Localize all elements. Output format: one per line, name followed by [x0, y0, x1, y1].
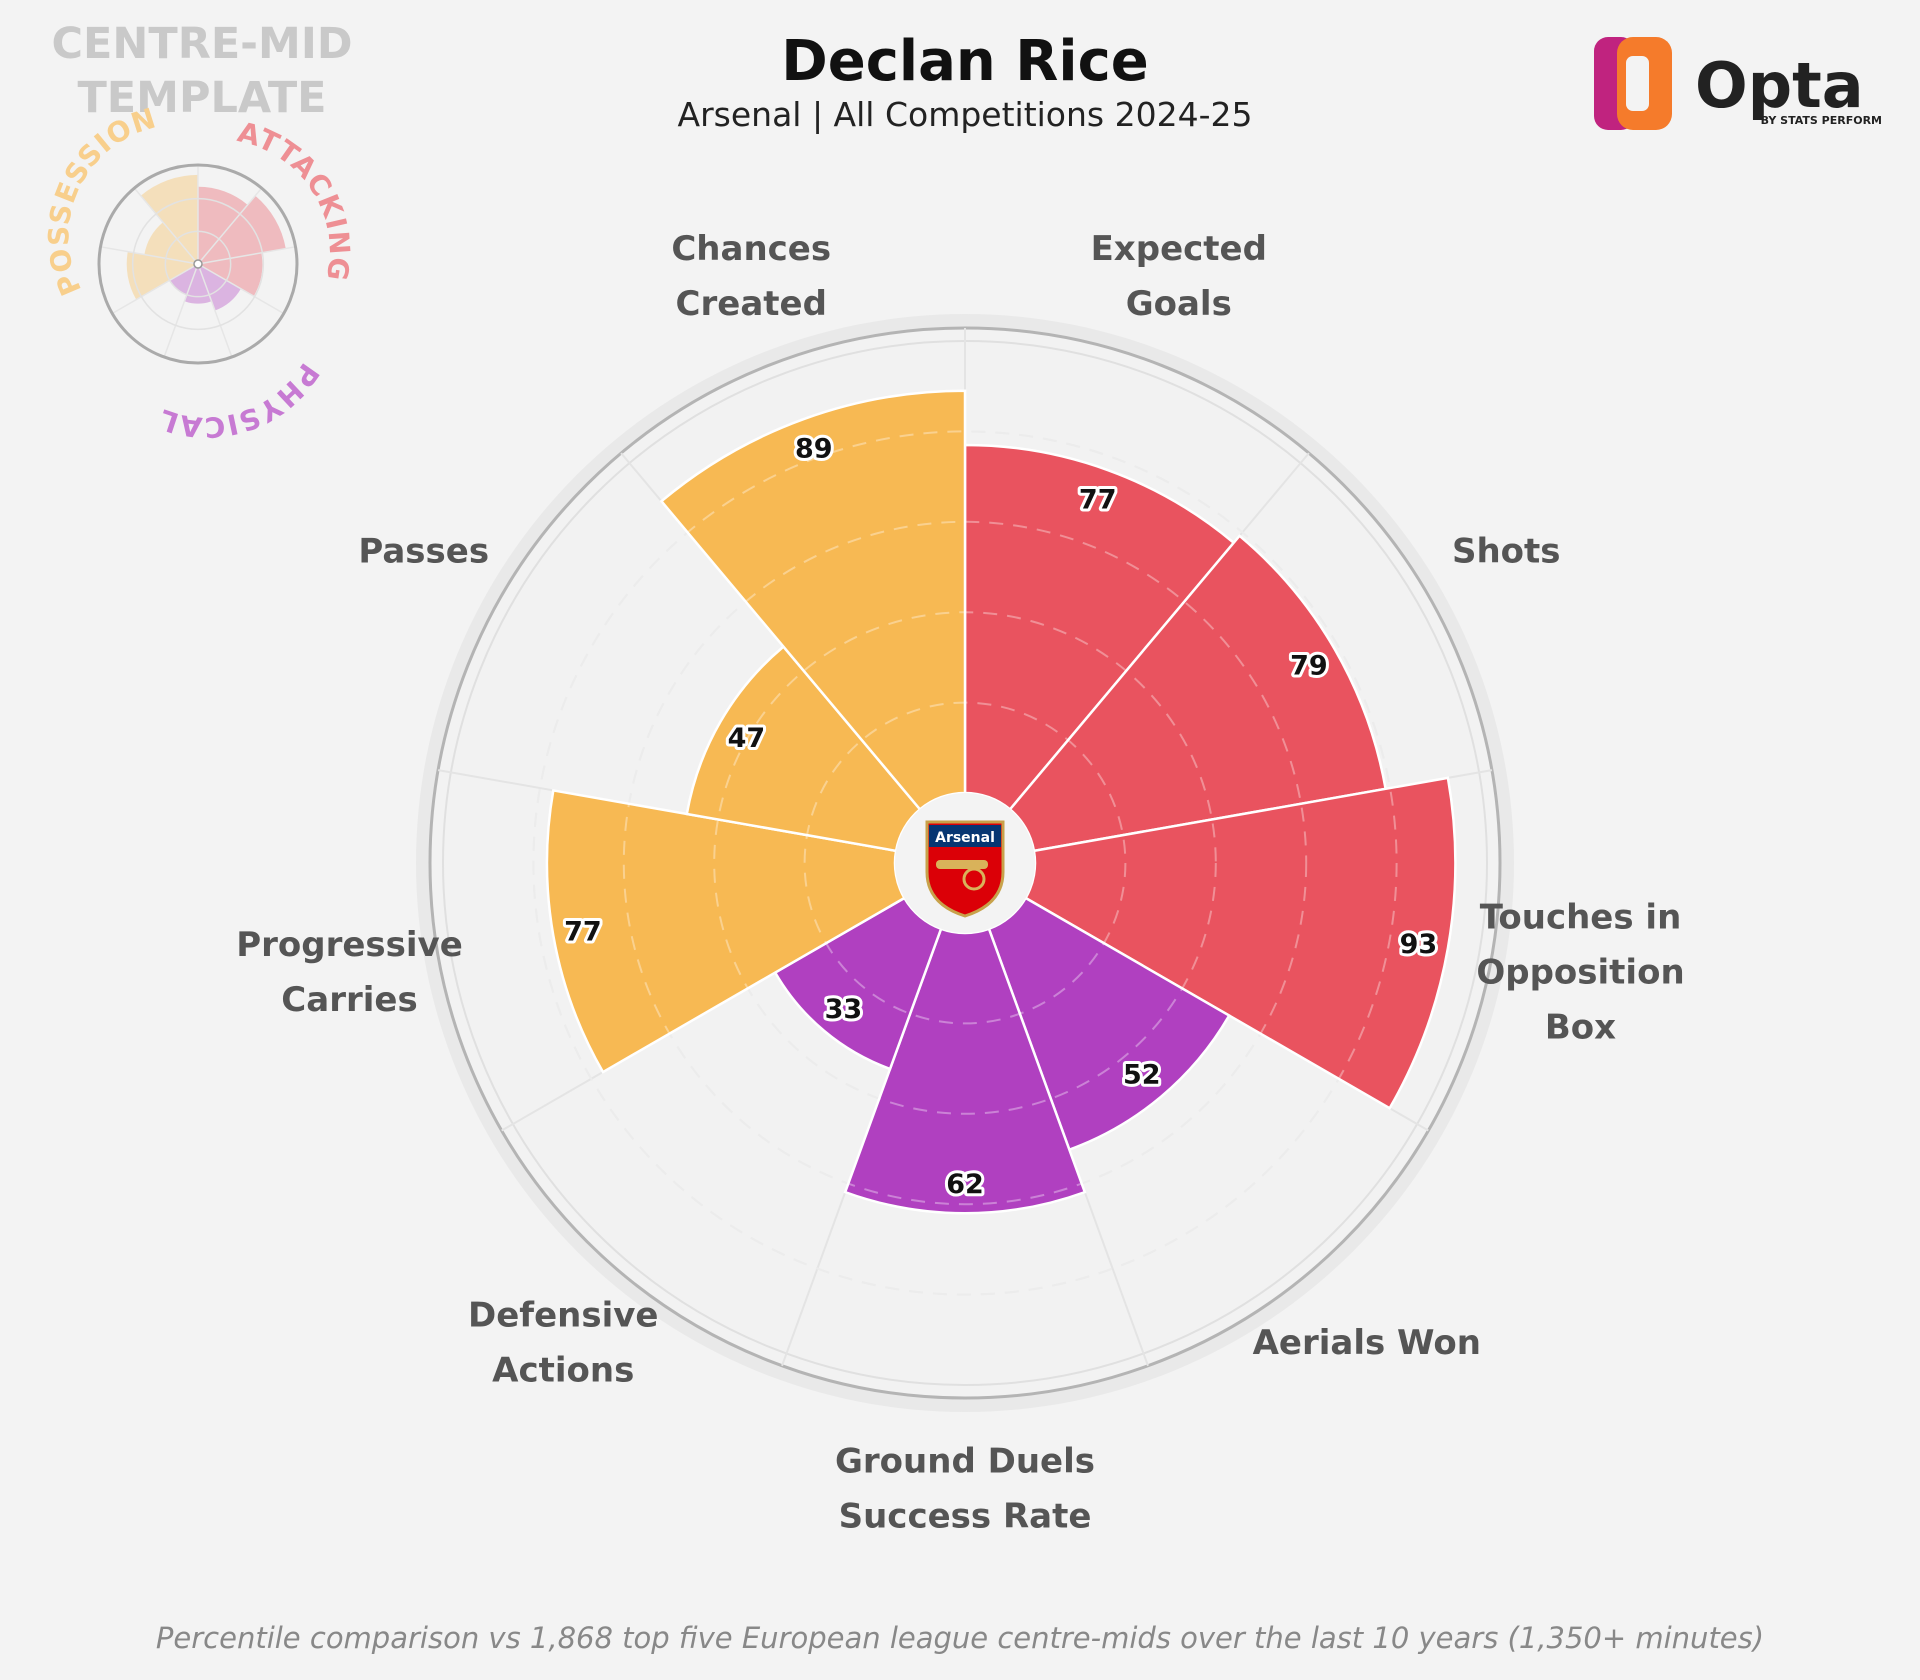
radar-metric-label: Touches in	[1480, 898, 1682, 938]
opta-logo-byline: BY STATS PERFORM	[1761, 114, 1882, 127]
radar-grid-overlay	[532, 430, 1398, 1296]
template-legend-wedge	[169, 264, 198, 295]
radar-value-label: 62	[946, 1169, 984, 1200]
template-legend-wedge	[198, 195, 286, 264]
radar-bars	[545, 389, 1457, 1215]
radar-value-label: 93	[1400, 929, 1438, 960]
template-legend-wedge	[144, 222, 198, 264]
radar-metric-label: Box	[1545, 1008, 1616, 1048]
crest-banner	[929, 825, 1001, 847]
radar-value-labels: 77 79 93 52 62 33 77 47 89	[561, 430, 1440, 1203]
radar-metric-label: Created	[676, 284, 827, 324]
crest-cannon-barrel	[936, 860, 988, 869]
template-legend-ring	[97, 163, 299, 365]
template-legend-wedge	[198, 186, 248, 264]
template-legend-wedge	[198, 252, 263, 297]
template-legend-spoke	[163, 263, 199, 358]
radar-metric-label: Chances	[671, 229, 831, 269]
template-legend-spoke	[197, 246, 296, 265]
radar-value-label: 33	[825, 994, 863, 1025]
radar-metric-label: Expected	[1091, 229, 1267, 269]
radar-metric-label: Actions	[492, 1350, 634, 1390]
template-legend-grid-ring	[131, 197, 265, 331]
template-legend-spoke	[100, 246, 199, 265]
radar-grid-ring-overlay	[713, 611, 1217, 1115]
radar-metric-labels: Expected Goals Shots Touches in Opposition Bo…	[236, 229, 1684, 1536]
radar-value-label: 77	[1079, 484, 1117, 515]
radar-metric-label: Ground Duels	[835, 1442, 1095, 1482]
template-legend-spoke	[133, 187, 199, 265]
template-legend-hub	[193, 259, 203, 269]
opta-logo-text: Opta	[1695, 49, 1864, 122]
radar-metric-label: Progressive	[236, 925, 463, 965]
template-legend-grid-ring	[164, 230, 232, 298]
template-legend-wedge	[184, 264, 212, 304]
crest-cannon-wheel	[962, 867, 986, 891]
template-legend-wedge	[140, 174, 198, 264]
page-subtitle: Arsenal | All Competitions 2024-25	[678, 95, 1253, 134]
template-legend-spoke	[197, 187, 263, 265]
template-legend-wedge	[198, 264, 241, 311]
radar-grid-ring-overlay	[532, 430, 1398, 1296]
template-title-line2: TEMPLATE	[77, 73, 326, 123]
radar-metric-label: Aerials Won	[1253, 1323, 1481, 1363]
radar-value-label: 52	[1123, 1060, 1161, 1091]
radar-grid-ring-overlay	[803, 701, 1127, 1025]
template-legend: POSSESSION ATTACKING PHYSICAL	[42, 101, 355, 444]
legend-physical-label: PHYSICAL	[154, 357, 325, 444]
page-title: Declan Rice	[781, 29, 1149, 94]
radar-bar	[843, 927, 1087, 1215]
radar-metric-label: Success Rate	[839, 1497, 1092, 1537]
radar-metric-label: Goals	[1126, 284, 1232, 324]
radar-value-label: 79	[1290, 650, 1328, 681]
radar-grid-ring-overlay	[622, 520, 1308, 1206]
template-legend-spoke	[111, 263, 199, 315]
radar-value-label: 47	[728, 723, 766, 754]
radar-metric-label: Carries	[281, 980, 417, 1020]
crest-club-name: Arsenal	[935, 830, 995, 846]
template-title-line1: CENTRE-MID	[51, 19, 352, 69]
opta-logo-mark-hole	[1626, 56, 1649, 111]
opta-logo: Opta BY STATS PERFORM	[1594, 37, 1882, 130]
radar-metric-label: Shots	[1452, 532, 1561, 572]
radar-metric-label: Defensive	[468, 1295, 658, 1335]
template-legend-spoke	[197, 263, 285, 315]
radar-value-label: 77	[564, 916, 602, 947]
radar-value-label: 89	[795, 433, 833, 464]
template-legend-wedges	[100, 165, 296, 358]
radar-metric-label: Passes	[358, 532, 489, 572]
footnote: Percentile comparison vs 1,868 top five …	[156, 1621, 1764, 1655]
template-legend-wedge	[126, 251, 198, 300]
arsenal-crest: Arsenal	[895, 793, 1035, 933]
template-legend-spoke	[197, 263, 233, 358]
radar-metric-label: Opposition	[1476, 953, 1684, 993]
